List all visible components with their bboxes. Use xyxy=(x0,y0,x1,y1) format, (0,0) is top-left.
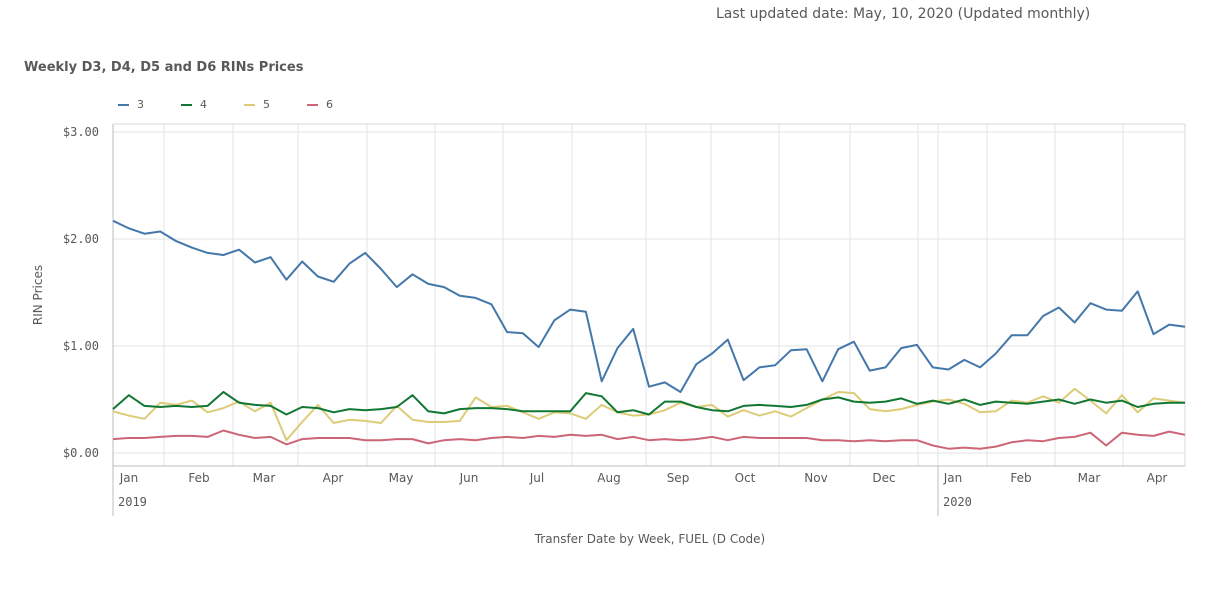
series-line-4 xyxy=(112,391,1185,416)
legend-swatch xyxy=(118,103,129,106)
y-tick-label: $0.00 xyxy=(63,446,99,460)
x-month-label: Jul xyxy=(529,471,544,485)
x-axis-label: Transfer Date by Week, FUEL (D Code) xyxy=(534,532,766,546)
x-month-label: Sep xyxy=(667,471,690,485)
x-month-label: Nov xyxy=(804,471,827,485)
series-line-3 xyxy=(112,219,1186,393)
legend-item-4[interactable]: 4 xyxy=(181,98,244,111)
y-tick-label: $2.00 xyxy=(63,232,99,246)
x-month-label: Jan xyxy=(119,471,139,485)
y-tick-label: $1.00 xyxy=(63,339,99,353)
x-year-label: 2019 xyxy=(118,495,147,509)
x-month-label: Apr xyxy=(1147,471,1168,485)
chart-title: Weekly D3, D4, D5 and D6 RINs Prices xyxy=(24,60,304,75)
legend-item-6[interactable]: 6 xyxy=(307,98,370,111)
y-tick-label: $3.00 xyxy=(63,125,99,139)
series-line-6 xyxy=(112,429,1186,450)
legend-item-3[interactable]: 3 xyxy=(118,98,181,111)
legend: 3 4 5 6 xyxy=(118,98,370,111)
last-updated-text: Last updated date: May, 10, 2020 (Update… xyxy=(716,6,1091,22)
x-year-label: 2020 xyxy=(943,495,972,509)
legend-item-5[interactable]: 5 xyxy=(244,98,307,111)
legend-label: 5 xyxy=(263,98,270,111)
legend-label: 4 xyxy=(200,98,207,111)
legend-label: 6 xyxy=(326,98,333,111)
x-month-label: Aug xyxy=(597,471,620,485)
legend-swatch xyxy=(181,103,192,106)
x-month-label: Feb xyxy=(188,471,209,485)
x-month-label: Mar xyxy=(1078,471,1101,485)
legend-swatch xyxy=(307,103,318,106)
legend-label: 3 xyxy=(137,98,144,111)
x-month-label: Feb xyxy=(1010,471,1031,485)
x-month-label: Jan xyxy=(943,471,963,485)
x-month-label: May xyxy=(389,471,414,485)
legend-swatch xyxy=(244,103,255,106)
x-month-label: Dec xyxy=(872,471,895,485)
x-month-label: Oct xyxy=(735,471,756,485)
x-month-label: Mar xyxy=(253,471,276,485)
x-month-label: Apr xyxy=(323,471,344,485)
x-month-label: Jun xyxy=(459,471,479,485)
